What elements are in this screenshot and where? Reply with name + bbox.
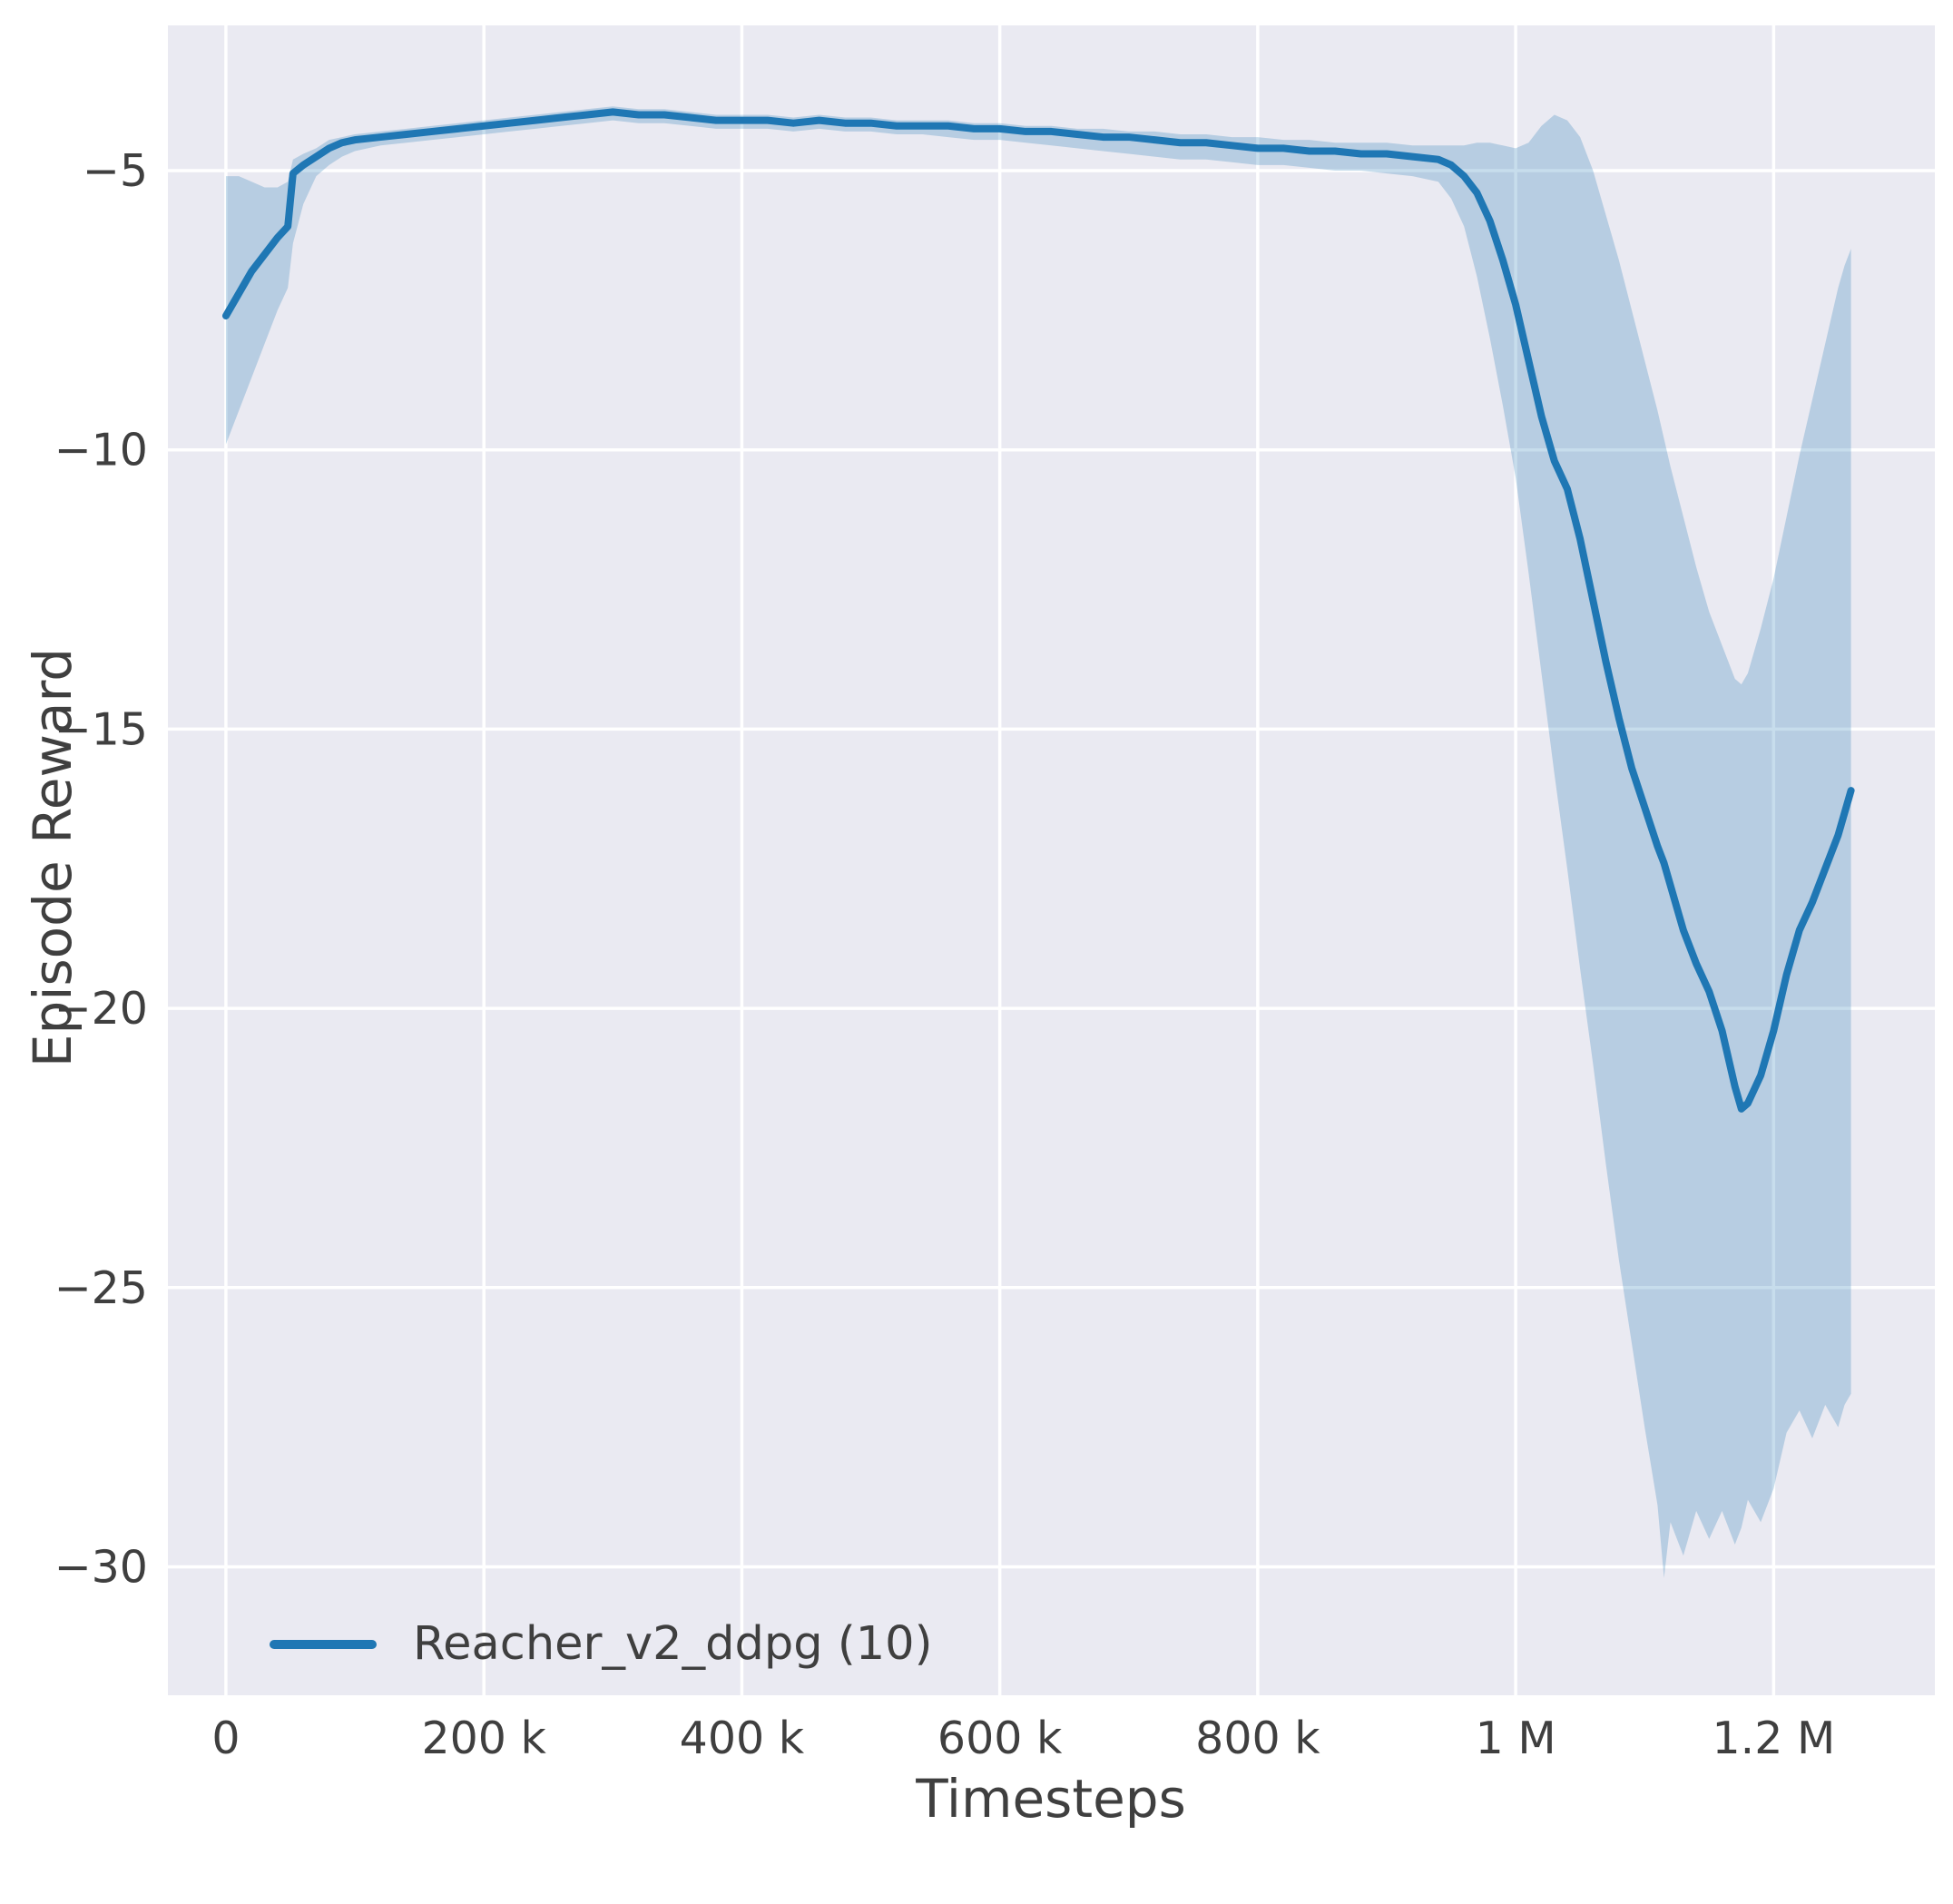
legend: Reacher_v2_ddpg (10)	[270, 1617, 933, 1671]
x-tick-label: 400 k	[680, 1713, 805, 1764]
x-tick-label: 1 M	[1476, 1713, 1556, 1764]
legend-line-sample	[270, 1639, 377, 1649]
x-tick-label: 0	[211, 1713, 240, 1764]
y-axis-label: Episode Reward	[22, 647, 83, 1068]
y-tick-label: −10	[54, 425, 148, 476]
y-tick-label: −5	[83, 145, 148, 197]
legend-label: Reacher_v2_ddpg (10)	[413, 1617, 933, 1671]
x-tick-label: 1.2 M	[1712, 1713, 1835, 1764]
x-tick-label: 800 k	[1195, 1713, 1320, 1764]
mean-line	[221, 108, 1855, 1113]
x-tick-label: 200 k	[421, 1713, 546, 1764]
y-tick-label: −20	[54, 983, 148, 1035]
y-tick-label: −25	[54, 1262, 148, 1314]
x-axis-label: Timesteps	[916, 1768, 1186, 1830]
y-tick-label: −30	[54, 1541, 148, 1593]
plot-area	[168, 25, 1935, 1695]
x-tick-label: 600 k	[937, 1713, 1063, 1764]
confidence-band	[225, 106, 1851, 1578]
y-tick-label: −15	[54, 703, 148, 755]
